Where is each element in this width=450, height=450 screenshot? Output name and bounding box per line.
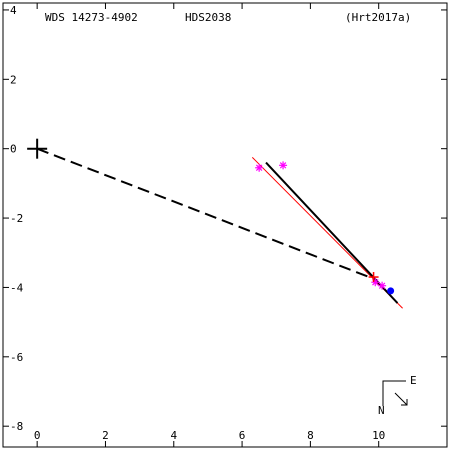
observation-point <box>378 281 387 290</box>
observation-point <box>371 278 380 287</box>
x-tick-label: 8 <box>307 429 314 442</box>
y-tick-label: -8 <box>10 420 23 433</box>
y-tick-label: 0 <box>10 143 17 156</box>
compass-frame-icon <box>382 380 406 406</box>
x-tick-label: 6 <box>239 429 246 442</box>
x-tick-label: 4 <box>170 429 177 442</box>
plot-marks <box>27 138 395 295</box>
y-tick-label: -4 <box>10 281 24 294</box>
y-tick-label: -6 <box>10 351 23 364</box>
y-tick-label: 4 <box>10 4 17 17</box>
y-tick-label: 2 <box>10 73 17 86</box>
wds-designation: WDS 14273-4902 <box>45 11 138 24</box>
x-tick-label: 2 <box>102 429 109 442</box>
compass-east-label: E <box>410 374 417 387</box>
y-tick-label: -2 <box>10 212 23 225</box>
plot-lines <box>36 147 403 309</box>
observation-stroke <box>378 282 386 289</box>
compass-north-label: N <box>378 404 385 417</box>
axis-ticks <box>3 3 447 447</box>
observation-stroke <box>372 279 379 286</box>
discoverer-code: HDS2038 <box>185 11 231 24</box>
axis-tick-labels: 0 2 4 6 8 10 4 2 0 -2 -4 -6 -8 <box>10 4 385 442</box>
separation-dashed-line <box>36 147 374 280</box>
observation-stroke <box>255 164 263 171</box>
observation-point <box>255 163 264 172</box>
compass-arrow-icon <box>394 392 408 406</box>
compass-rose: E N <box>378 374 417 417</box>
x-tick-label: 10 <box>372 429 385 442</box>
x-tick-label: 0 <box>34 429 41 442</box>
predicted-position-dot <box>387 287 395 295</box>
compass-arrowhead-icon <box>401 399 408 406</box>
observation-stroke <box>279 162 287 169</box>
observation-point <box>279 161 288 170</box>
reference-code: (Hrt2017a) <box>345 11 411 24</box>
